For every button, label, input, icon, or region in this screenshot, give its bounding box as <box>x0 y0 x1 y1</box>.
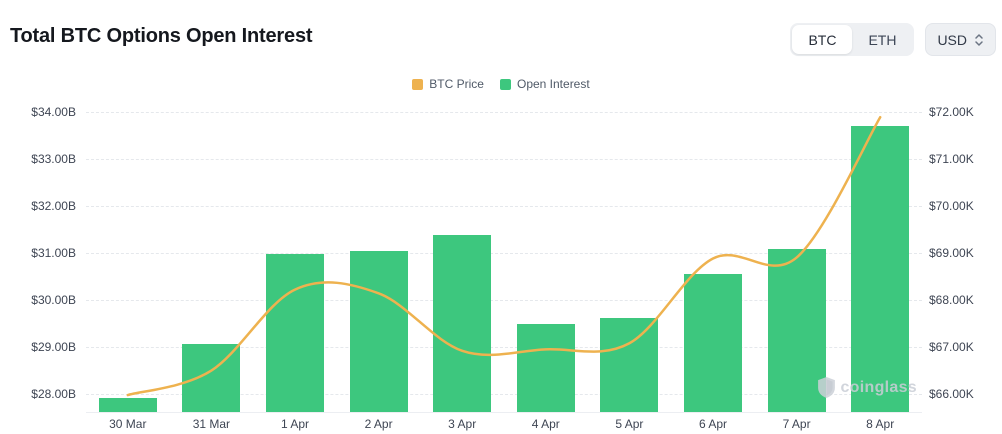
toggle-btc-button[interactable]: BTC <box>792 25 853 54</box>
bar-30-mar[interactable] <box>98 397 157 412</box>
x-axis-tick-2-apr: 2 Apr <box>364 417 393 431</box>
gridline <box>86 111 922 113</box>
left-axis-tick: $29.00B <box>31 340 76 355</box>
currency-select[interactable]: USD <box>925 23 996 56</box>
right-axis-tick: $67.00K <box>929 340 974 355</box>
btc-price-swatch-icon <box>412 78 424 90</box>
left-axis: $34.00B $33.00B $32.00B $31.00B $30.00B $29.0… <box>0 105 78 412</box>
bar-6-apr[interactable] <box>684 274 742 412</box>
gridline <box>86 158 922 160</box>
bar-8-apr[interactable] <box>851 126 910 412</box>
right-axis-tick: $71.00K <box>929 151 974 166</box>
header-controls: BTC ETH USD <box>790 23 996 56</box>
x-axis-tick-1-apr: 1 Apr <box>280 417 309 431</box>
watermark-label: coinglass <box>840 378 917 396</box>
toggle-eth-button[interactable]: ETH <box>852 25 912 54</box>
right-axis: $72.00K $71.00K $70.00K $69.00K $68.00K $67.0… <box>929 105 1002 412</box>
x-axis-tick-4-apr: 4 Apr <box>531 417 560 431</box>
left-axis-tick: $32.00B <box>31 198 76 213</box>
x-axis: 30 Mar 31 Mar 1 Apr 2 Apr 3 Apr 4 Apr 5 Apr 6 A… <box>86 417 922 433</box>
bar-7-apr[interactable] <box>767 249 826 412</box>
x-axis-tick-3-apr: 3 Apr <box>448 417 477 431</box>
updown-chevron-icon <box>975 33 983 46</box>
x-axis-tick-6-apr: 6 Apr <box>698 417 727 431</box>
currency-select-value: USD <box>937 31 967 48</box>
right-axis-tick: $72.00K <box>929 104 974 119</box>
watermark: coinglass <box>818 377 917 398</box>
legend-item-open-interest[interactable]: Open Interest <box>499 77 590 91</box>
left-axis-tick: $28.00B <box>31 387 76 402</box>
legend-label: Open Interest <box>516 77 590 91</box>
page-title: Total BTC Options Open Interest <box>10 25 313 47</box>
bar-4-apr[interactable] <box>516 323 575 412</box>
right-axis-tick: $66.00K <box>929 387 974 402</box>
left-axis-tick: $34.00B <box>31 104 76 119</box>
gridline <box>86 205 922 207</box>
plot-area <box>86 105 922 413</box>
open-interest-swatch-icon <box>499 78 511 90</box>
left-axis-tick: $33.00B <box>31 151 76 166</box>
x-axis-tick-31-mar: 31 Mar <box>192 417 231 431</box>
x-axis-tick-7-apr: 7 Apr <box>782 417 811 431</box>
right-axis-tick: $69.00K <box>929 245 974 260</box>
coin-toggle: BTC ETH <box>790 23 915 56</box>
bar-3-apr[interactable] <box>433 234 492 412</box>
legend: BTC Price Open Interest <box>0 77 1002 91</box>
bar-1-apr[interactable] <box>266 253 324 412</box>
x-axis-tick-8-apr: 8 Apr <box>866 417 895 431</box>
right-axis-tick: $70.00K <box>929 198 974 213</box>
x-axis-tick-30-mar: 30 Mar <box>109 417 147 431</box>
left-axis-tick: $30.00B <box>31 292 76 307</box>
right-axis-tick: $68.00K <box>929 292 974 307</box>
bar-2-apr[interactable] <box>349 250 408 412</box>
legend-label: BTC Price <box>429 77 484 91</box>
coinglass-logo-icon <box>818 377 836 398</box>
bar-5-apr[interactable] <box>600 317 659 412</box>
legend-item-btc-price[interactable]: BTC Price <box>412 77 484 91</box>
x-axis-tick-5-apr: 5 Apr <box>615 417 644 431</box>
left-axis-tick: $31.00B <box>31 245 76 260</box>
bar-31-mar[interactable] <box>182 344 241 412</box>
